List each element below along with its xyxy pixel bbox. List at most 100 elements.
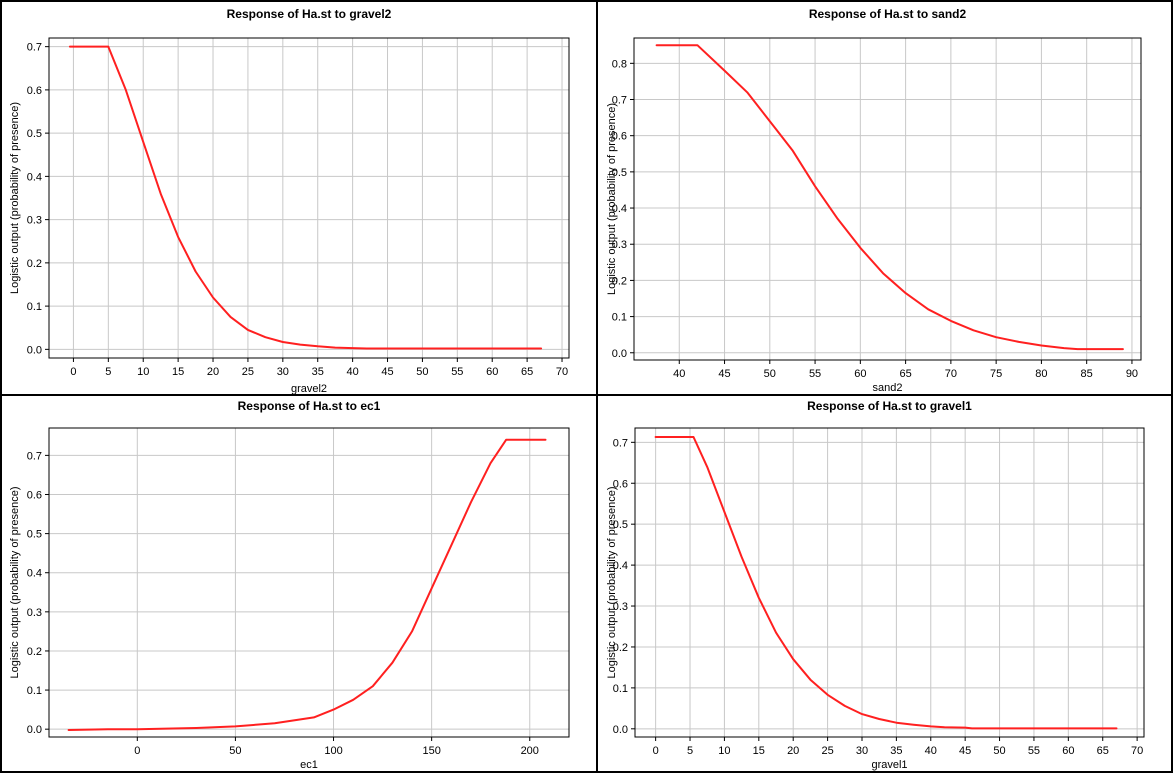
chart3-xtick-label-8: 40	[925, 745, 937, 757]
chart1-xtick-label-1: 45	[718, 368, 730, 380]
chart0-xtick-label-9: 45	[381, 366, 393, 378]
chart3-xtick-label-13: 65	[1097, 745, 1109, 757]
chart1-plot-area	[634, 38, 1141, 360]
chart0-xtick-label-5: 25	[242, 366, 254, 378]
chart-panel-sand2: 40 45 50 55 60 65 70 75 80 85 90 0.0 0.1 0.2 0.3 0.4 0.5…	[597, 0, 1173, 396]
chart1-ytick-label-6: 0.6	[612, 131, 627, 143]
chart2-xtick-label-1: 50	[229, 745, 241, 757]
chart0-xtick-label-6: 30	[277, 366, 289, 378]
chart3-ytick-label-5: 0.5	[613, 519, 628, 531]
chart1-xtick-label-6: 70	[945, 368, 957, 380]
chart1-xtick-label-2: 50	[764, 368, 776, 380]
chart0-axes-frame	[48, 37, 570, 359]
chart1-ytick-label-8: 0.8	[612, 58, 627, 70]
chart1-xtick-label-9: 85	[1081, 368, 1093, 380]
chart-panel-ec1: 0 50 100 150 200 0.0 0.1 0.2 0.3 0.4 0.5 0.6 0.7 Resp…	[0, 395, 598, 773]
chart1-xtick-label-0: 40	[673, 368, 685, 380]
chart3-xtick-label-10: 50	[993, 745, 1005, 757]
chart1-ytick-label-5: 0.5	[612, 167, 627, 179]
chart1-axes-frame	[633, 37, 1142, 361]
chart0-xtick-label-0: 0	[70, 366, 76, 378]
chart1-title: Response of Ha.st to sand2	[809, 7, 967, 21]
chart2-title: Response of Ha.st to ec1	[238, 399, 381, 413]
chart3-series-line-0	[654, 436, 1118, 730]
chart2-series-line-0	[67, 438, 547, 731]
chart3-ytick-label-0: 0.0	[613, 724, 628, 736]
chart1-ytick-label-3: 0.3	[612, 239, 627, 251]
chart0-ytick-label-6: 0.6	[27, 85, 42, 97]
chart3-plot-area	[635, 428, 1144, 737]
chart2-ytick-label-2: 0.2	[27, 646, 42, 658]
chart2-ytick-label-6: 0.6	[27, 489, 42, 501]
chart0-ytick-label-5: 0.5	[27, 128, 42, 140]
chart3-ytick-label-6: 0.6	[613, 478, 628, 490]
chart0-xtick-label-13: 65	[521, 366, 533, 378]
chart1-ytick-label-4: 0.4	[612, 203, 627, 215]
chart0-xtick-label-11: 55	[451, 366, 463, 378]
chart1-xtick-label-8: 80	[1035, 368, 1047, 380]
chart2-ytick-label-4: 0.4	[27, 568, 42, 580]
chart1-ytick-label-1: 0.1	[612, 312, 627, 324]
chart3-xtick-label-12: 60	[1062, 745, 1074, 757]
chart0-xtick-label-2: 10	[137, 366, 149, 378]
chart1-ytick-label-7: 0.7	[612, 95, 627, 107]
chart2-xtick-label-2: 100	[324, 745, 342, 757]
chart3-ytick-label-1: 0.1	[613, 683, 628, 695]
chart1-xtick-label-7: 75	[990, 368, 1002, 380]
chart3-ytick-label-3: 0.3	[613, 601, 628, 613]
chart3-axes-frame	[634, 427, 1145, 738]
chart-panel-gravel1: 0 5 10 15 20 25 30 35 40 45 50 55 60 65 70 0.0 0.1 0.2 0.3…	[597, 395, 1173, 773]
chart3-xlabel: gravel1	[871, 759, 907, 771]
chart0-xtick-label-3: 15	[172, 366, 184, 378]
chart2-ytick-label-3: 0.3	[27, 607, 42, 619]
chart1-ytick-label-0: 0.0	[612, 348, 627, 360]
panel-divider-horizontal	[0, 394, 1173, 396]
chart1-xtick-label-10: 90	[1126, 368, 1138, 380]
chart0-ytick-label-3: 0.3	[27, 215, 42, 227]
chart-panel-gravel2: 0 5 10 15 20 25 30 35 40 45 50 55 60 65 70 0.0 0.1 0.2 0.3…	[0, 0, 598, 396]
chart3-xtick-label-7: 35	[890, 745, 902, 757]
chart2-xtick-label-3: 150	[422, 745, 440, 757]
chart2-ylabel: Logistic output (probability of presence…	[9, 487, 21, 679]
chart2-plot-area	[49, 428, 569, 737]
chart3-xtick-label-6: 30	[856, 745, 868, 757]
chart2-xlabel: ec1	[300, 759, 318, 771]
chart0-xtick-label-8: 40	[346, 366, 358, 378]
chart3-ylabel: Logistic output (probability of presence…	[606, 487, 618, 679]
chart2-xtick-label-0: 0	[134, 745, 140, 757]
chart1-xtick-label-5: 65	[899, 368, 911, 380]
chart1-xlabel: sand2	[873, 382, 903, 394]
chart1-series-line-0	[655, 44, 1124, 351]
chart0-xtick-label-14: 70	[556, 366, 568, 378]
panel-divider-vertical	[596, 0, 598, 773]
chart0-xtick-label-12: 60	[486, 366, 498, 378]
chart0-xtick-label-4: 20	[207, 366, 219, 378]
chart0-xtick-label-7: 35	[312, 366, 324, 378]
chart1-xtick-label-3: 55	[809, 368, 821, 380]
chart2-axes-frame	[48, 427, 570, 738]
chart2-ytick-label-7: 0.7	[27, 450, 42, 462]
chart3-xtick-label-1: 5	[687, 745, 693, 757]
chart3-xtick-label-2: 10	[718, 745, 730, 757]
chart1-ylabel: Logistic output (probability of presence…	[606, 103, 618, 295]
chart0-ytick-label-4: 0.4	[27, 171, 42, 183]
chart3-xtick-label-11: 55	[1028, 745, 1040, 757]
chart1-xtick-label-4: 60	[854, 368, 866, 380]
chart0-ytick-label-2: 0.2	[27, 258, 42, 270]
chart2-ytick-label-1: 0.1	[27, 685, 42, 697]
chart-ec1: 0 50 100 150 200 0.0 0.1 0.2 0.3 0.4 0.5 0.6 0.7 Resp…	[9, 399, 570, 771]
chart3-ytick-label-7: 0.7	[613, 437, 628, 449]
chart2-ytick-label-5: 0.5	[27, 529, 42, 541]
chart0-ylabel: Logistic output (probability of presence…	[9, 102, 21, 294]
chart0-title: Response of Ha.st to gravel2	[227, 7, 392, 21]
chart0-xtick-label-10: 50	[416, 366, 428, 378]
chart3-xtick-label-5: 25	[821, 745, 833, 757]
chart1-ytick-label-2: 0.2	[612, 275, 627, 287]
chart3-ytick-label-2: 0.2	[613, 642, 628, 654]
chart2-ytick-label-0: 0.0	[27, 724, 42, 736]
chart-sand2: 40 45 50 55 60 65 70 75 80 85 90 0.0 0.1 0.2 0.3 0.4 0.5…	[606, 7, 1142, 394]
chart0-ytick-label-7: 0.7	[27, 42, 42, 54]
chart0-xlabel: gravel2	[291, 383, 327, 395]
chart0-ytick-label-0: 0.0	[27, 344, 42, 356]
chart0-plot-area	[49, 38, 569, 358]
